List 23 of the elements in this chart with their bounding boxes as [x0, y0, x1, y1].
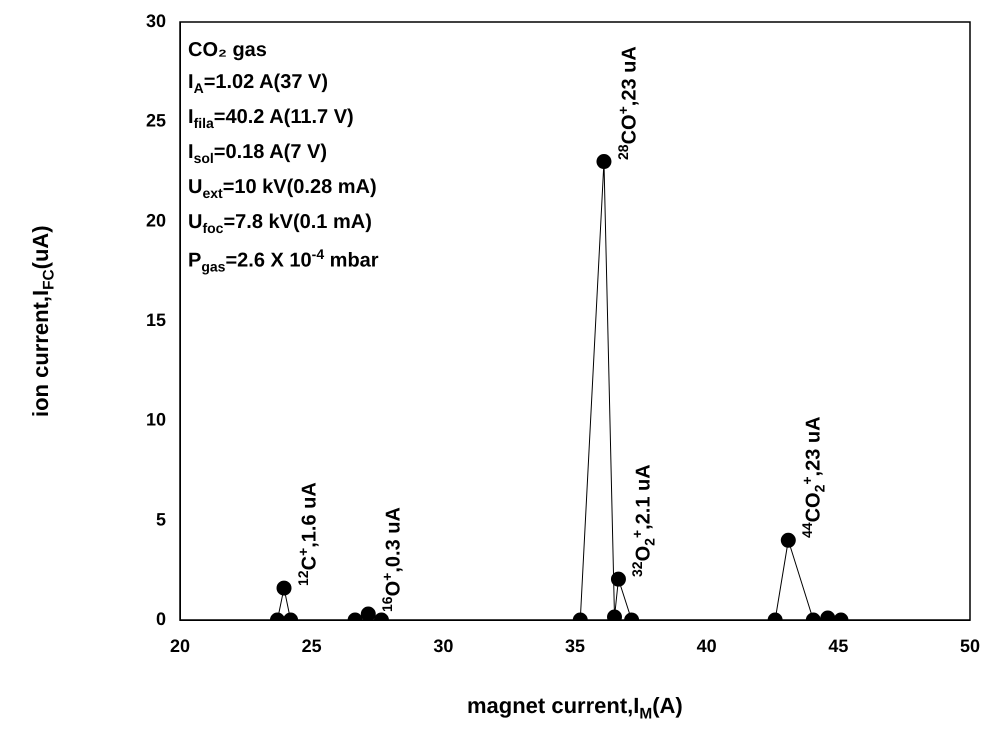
annotation: I$_{sol}$=0.18 A(7 V)	[188, 141, 327, 166]
y-tick-label: 25	[146, 110, 166, 131]
y-tick-label: 0	[156, 608, 166, 629]
x-tick-label: 35	[564, 636, 586, 656]
annotation: U$_{foc}$=7.8 kV(0.1 mA)	[188, 211, 372, 236]
y-tick-label: 30	[146, 10, 166, 31]
x-tick-label: 30	[433, 636, 454, 656]
annotation: I$_{fila}$=40.2 A(11.7 V)	[188, 106, 354, 131]
x-tick-label: 20	[170, 636, 190, 656]
x-tick-label: 50	[960, 636, 980, 656]
annotation: I$_{A}$=1.02 A(37 V)	[188, 71, 328, 96]
annotation: CO₂ gas	[188, 39, 267, 61]
point	[596, 154, 612, 170]
annotation: P$_{gas}$=2.6 X 10$^{-4}$ mbar	[188, 246, 379, 275]
x-tick-label: 40	[696, 636, 717, 656]
y-tick-label: 5	[156, 509, 166, 530]
x-tick-label: 45	[828, 636, 848, 656]
y-tick-label: 15	[146, 310, 166, 330]
annotation: U$_{ext}$=10 kV(0.28 mA)	[188, 176, 377, 201]
x-tick-label: 25	[302, 636, 322, 656]
y-tick-label: 20	[146, 210, 166, 230]
x-axis-title: magnet current,I$_{M}$(A)	[467, 693, 683, 722]
y-tick-label: 10	[146, 410, 166, 430]
